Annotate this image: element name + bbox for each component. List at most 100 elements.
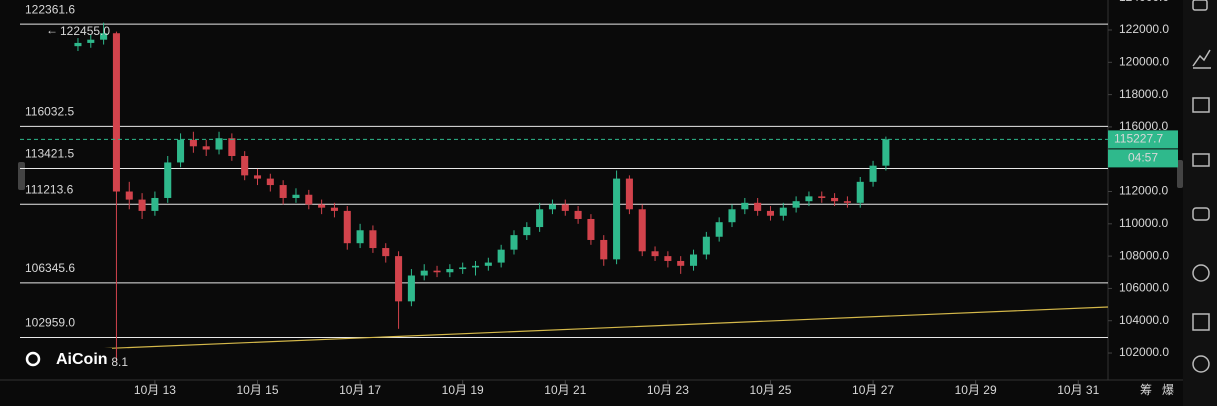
candle-body xyxy=(843,201,851,203)
candle-body xyxy=(715,222,723,237)
level-label: 102959.0 xyxy=(25,316,75,330)
candle-body xyxy=(613,178,621,260)
candle-body xyxy=(305,194,313,205)
candle-body xyxy=(382,248,390,257)
trendline xyxy=(19,306,1109,353)
candle-body xyxy=(164,162,172,198)
candle-body xyxy=(151,197,159,211)
candle-body xyxy=(253,175,262,179)
plot: 102000.0 104000.0 106000.0 108000.0 110000.0… xyxy=(19,0,1178,397)
icon[interactable] xyxy=(1192,49,1211,69)
candle-body xyxy=(561,204,569,211)
candle-body xyxy=(202,146,210,150)
level-label: 122361.6 xyxy=(25,2,75,16)
candle-body xyxy=(702,236,710,255)
x-tick-label: 10月 27 xyxy=(852,383,894,397)
candle-body xyxy=(74,42,82,47)
candle-body xyxy=(420,270,428,276)
candle-body xyxy=(510,235,518,250)
candle-body xyxy=(407,275,415,302)
candle-body xyxy=(805,196,813,202)
candle-body xyxy=(792,201,800,208)
candle-body xyxy=(831,197,839,202)
y-tick-label: 120000.0 xyxy=(1119,54,1169,68)
last-price-box xyxy=(1108,130,1178,149)
bottom-tab[interactable]: 筹 xyxy=(1140,383,1152,397)
candle-body xyxy=(112,33,120,192)
candle-body xyxy=(677,260,685,266)
x-tick-label: 10月 29 xyxy=(955,383,997,397)
level-label: 113421.5 xyxy=(25,147,74,161)
x-tick-label: 10月 31 xyxy=(1057,383,1099,397)
candle-body xyxy=(292,194,300,198)
y-tick-label: 124000.0 xyxy=(1119,0,1169,4)
level-label: 116032.5 xyxy=(25,105,74,119)
candle-body xyxy=(587,218,595,240)
candle-body xyxy=(779,207,787,216)
logo-mark xyxy=(25,351,41,367)
y-tick-label: 122000.0 xyxy=(1119,22,1169,36)
level-label: 106345.6 xyxy=(25,261,75,275)
candle-body xyxy=(100,33,108,40)
candle-body xyxy=(125,191,133,200)
y-tick-label: 112000.0 xyxy=(1119,184,1168,198)
logo: AiCoin xyxy=(56,351,108,368)
panel-handle[interactable] xyxy=(18,162,25,190)
panel-handle[interactable] xyxy=(1177,160,1183,188)
candle-body xyxy=(177,139,185,163)
candle-body xyxy=(395,256,403,302)
high-marker: 122455.0 xyxy=(60,24,110,38)
y-tick-label: 116000.0 xyxy=(1119,119,1168,133)
candle-body xyxy=(318,204,326,208)
x-tick-label: 10月 23 xyxy=(647,383,689,397)
x-tick-label: 10月 25 xyxy=(749,383,791,397)
candle-body xyxy=(728,209,736,223)
y-tick-label: 110000.0 xyxy=(1119,216,1168,230)
icon[interactable] xyxy=(1192,207,1210,221)
icon[interactable] xyxy=(1192,355,1210,373)
candle-body xyxy=(574,210,582,219)
icon[interactable] xyxy=(1192,313,1210,331)
x-tick-label: 10月 13 xyxy=(134,383,176,397)
logo-bg xyxy=(20,348,112,370)
y-tick-label: 118000.0 xyxy=(1119,87,1168,101)
high-arrow: ← xyxy=(46,23,58,37)
icon[interactable] xyxy=(1192,153,1210,167)
candle-body xyxy=(459,267,467,270)
candle-body xyxy=(471,265,480,268)
y-tick-label: 106000.0 xyxy=(1119,281,1169,295)
candle-body xyxy=(215,138,223,150)
candle-body xyxy=(87,39,95,43)
x-tick-label: 10月 19 xyxy=(442,383,484,397)
toolbar xyxy=(1183,0,1217,406)
toolbar-icons xyxy=(1192,0,1211,373)
candle-body xyxy=(689,254,698,266)
level-label: 111213.6 xyxy=(25,182,74,196)
candle-body xyxy=(446,269,454,273)
y-tick-label: 102000.0 xyxy=(1119,345,1169,359)
candle-body xyxy=(548,204,556,210)
candle-body xyxy=(189,139,197,147)
candle-body xyxy=(356,230,364,244)
icon[interactable] xyxy=(1192,264,1210,282)
candle-body xyxy=(369,230,377,249)
x-tick-label: 10月 15 xyxy=(236,383,278,397)
candle-body xyxy=(266,178,274,186)
countdown-box xyxy=(1108,149,1178,168)
candle-body xyxy=(241,155,249,176)
candle-body xyxy=(536,209,544,228)
x-tick-label: 10月 17 xyxy=(339,383,381,397)
candle-body xyxy=(869,165,877,182)
candle-body xyxy=(638,209,646,252)
bottom-tab[interactable]: 爆 xyxy=(1162,383,1174,397)
icon[interactable] xyxy=(1192,0,1208,11)
candle-body xyxy=(741,202,749,210)
candle-body xyxy=(433,270,441,273)
candle-body xyxy=(754,202,762,211)
icon[interactable] xyxy=(1192,97,1210,113)
candle-body xyxy=(523,227,531,236)
candle-body xyxy=(138,199,146,211)
x-tick-label: 10月 21 xyxy=(544,383,586,397)
